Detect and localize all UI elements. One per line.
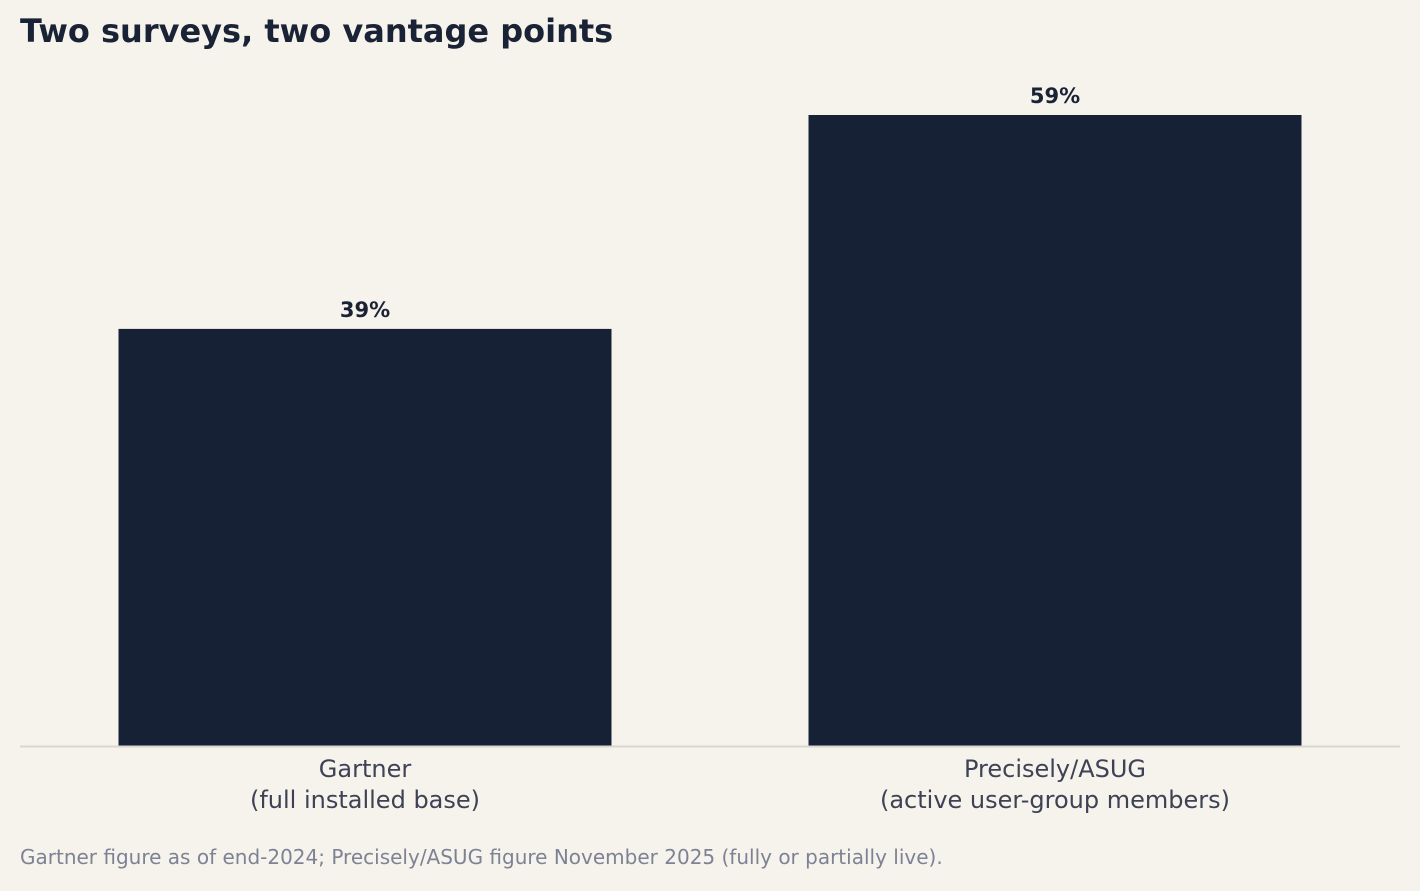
- data-label-1: 39%: [340, 298, 390, 322]
- category-label-2: Precisely/ASUG (active user-group members…: [880, 755, 1230, 814]
- category-label-1: Gartner (full installed base): [250, 755, 480, 814]
- bar-1: [118, 328, 612, 746]
- chart-footnote: Gartner figure as of end-2024; Precisely…: [20, 845, 943, 869]
- data-label-2: 59%: [1030, 84, 1080, 108]
- bar-2: [808, 115, 1302, 746]
- chart-title: Two surveys, two vantage points: [20, 12, 614, 50]
